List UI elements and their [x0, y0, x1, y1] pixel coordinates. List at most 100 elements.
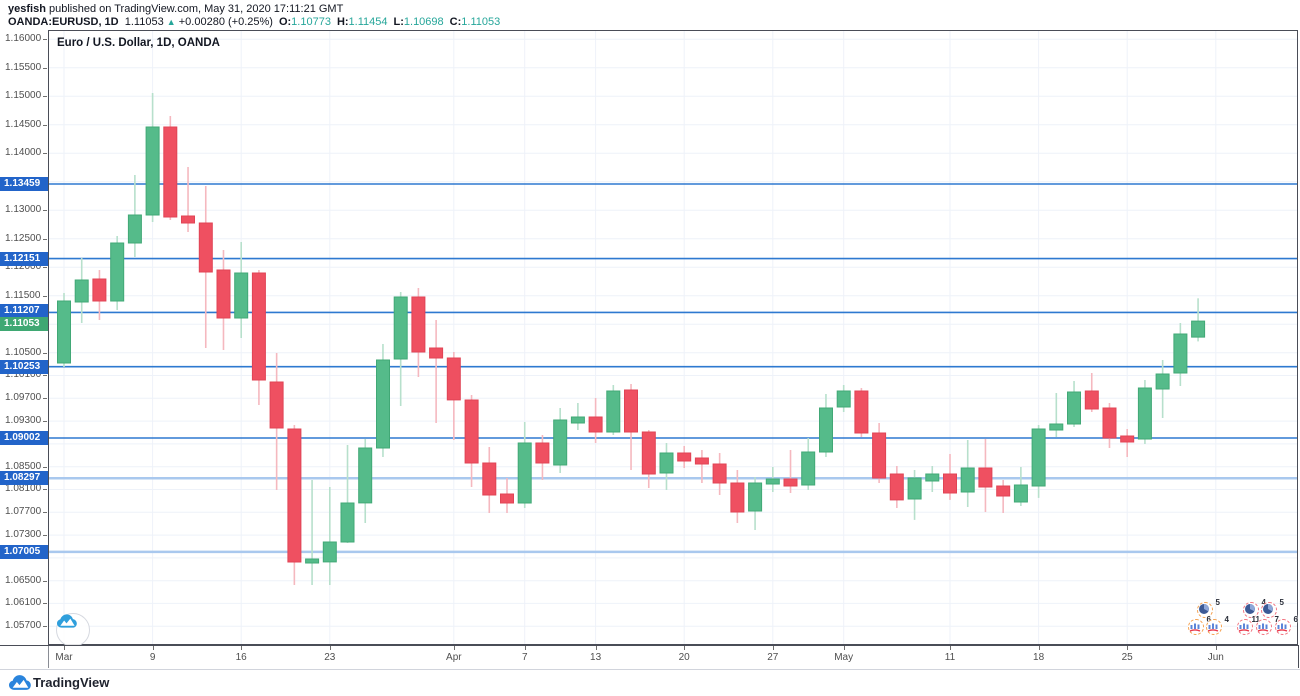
- date-tick-mark: [64, 646, 65, 650]
- date-label: 7: [521, 652, 528, 663]
- reaction-bubble-chart[interactable]: 6: [1188, 615, 1211, 636]
- candle-body: [943, 473, 957, 494]
- candle-body: [624, 389, 638, 433]
- reaction-bubble-chart[interactable]: 4: [1206, 615, 1229, 636]
- current-price-badge: 1.11053: [0, 317, 48, 332]
- footer-brand[interactable]: TradingView: [33, 675, 110, 690]
- candle-body: [181, 215, 195, 224]
- price-tick-label: 1.08500: [5, 460, 42, 472]
- tradingview-cloud-icon: [57, 614, 77, 628]
- price-tick-label: 1.07300: [5, 529, 42, 541]
- candle-body: [872, 432, 887, 479]
- candle-body: [251, 272, 266, 381]
- price-axis[interactable]: 1.16000 1.15500 1.15000 1.14500 1.14000 1.130…: [0, 30, 48, 645]
- date-tick-mark: [241, 646, 243, 650]
- candle-body: [1084, 390, 1099, 410]
- reaction-count: 6: [1293, 615, 1298, 624]
- reaction-bubble-chart[interactable]: 7: [1256, 615, 1279, 636]
- candle-body: [92, 278, 107, 302]
- date-tick-mark: [524, 646, 526, 650]
- price-tick-mark: [43, 535, 47, 536]
- candle-body: [1013, 484, 1028, 503]
- date-tick-mark: [453, 646, 455, 650]
- candle-body: [464, 399, 479, 464]
- ohlc-value: 1.11053: [461, 16, 501, 28]
- candle-body: [907, 477, 922, 500]
- price-tick-label: 1.07700: [5, 506, 42, 518]
- price-tick-label: 1.11500: [5, 289, 41, 301]
- candle-body: [854, 390, 869, 434]
- date-label: Jun: [1207, 652, 1224, 663]
- price-tick-label: 1.13000: [5, 204, 42, 216]
- price-tick-label: 1.12000: [5, 261, 42, 273]
- reaction-bubble-chart[interactable]: 11: [1237, 615, 1260, 636]
- symbol-label: OANDA:EURUSD, 1D: [8, 16, 119, 28]
- date-tick-mark: [1038, 646, 1040, 650]
- chart-plot-area[interactable]: Euro / U.S. Dollar, 1D, OANDA 564451176: [48, 30, 1298, 647]
- candle-body: [1049, 423, 1064, 431]
- price-tick-mark: [43, 375, 47, 376]
- reaction-bubble-chart[interactable]: 6: [1275, 615, 1298, 636]
- price-tick-mark: [43, 398, 47, 399]
- candle-body: [1173, 333, 1188, 374]
- ohlc-value: 1.10698: [403, 16, 444, 28]
- price-tick-label: 1.08100: [5, 483, 42, 495]
- date-label: 27: [767, 652, 779, 663]
- tradingview-watermark: [56, 613, 90, 647]
- candle-body: [376, 359, 390, 449]
- candle-body: [570, 416, 585, 424]
- price-tick-label: 1.05700: [5, 620, 42, 632]
- price-tick-label: 1.14000: [5, 147, 42, 159]
- price-tick-mark: [43, 467, 47, 468]
- date-label: 25: [1121, 652, 1133, 663]
- candle-body: [1191, 320, 1206, 338]
- price-tick-label: 1.06100: [5, 597, 42, 609]
- reaction-bubble-pie[interactable]: 5: [1197, 598, 1220, 619]
- chart-icon: [1188, 619, 1204, 635]
- last-price: 1.11053: [124, 16, 164, 28]
- candle-body: [765, 478, 780, 485]
- price-tick-mark: [43, 125, 47, 126]
- price-tick-mark: [43, 512, 47, 513]
- price-tick-label: 1.10100: [5, 369, 42, 381]
- candle-body: [783, 478, 798, 487]
- price-tick-label: 1.15500: [5, 61, 42, 73]
- date-tick-mark: [1127, 646, 1129, 650]
- candle-body: [819, 407, 833, 453]
- candle-body: [641, 431, 656, 475]
- price-tick-mark: [43, 489, 47, 490]
- price-level-badge: 1.10253: [0, 359, 48, 374]
- axis-corner-divider: [48, 646, 49, 668]
- candle-body: [535, 442, 550, 464]
- price-tick-mark: [43, 603, 47, 604]
- publish-header: yesfish published on TradingView.com, Ma…: [0, 0, 1300, 30]
- date-label: 16: [235, 652, 247, 663]
- candle-body: [801, 451, 816, 486]
- candle-body: [322, 541, 337, 563]
- price-tick-label: 1.15000: [5, 90, 42, 102]
- date-label: May: [834, 652, 854, 663]
- price-level-badge: 1.07005: [0, 544, 48, 559]
- candle-body: [482, 462, 497, 496]
- ohlc-value: 1.10773: [291, 16, 331, 28]
- date-label: Mar: [55, 652, 73, 663]
- price-tick-mark: [43, 267, 47, 268]
- candle-body: [960, 467, 975, 493]
- candle-body: [712, 463, 727, 484]
- candle-body: [996, 485, 1011, 497]
- date-tick-mark: [1215, 646, 1217, 650]
- date-tick-mark: [329, 646, 331, 650]
- reaction-count: 11: [1251, 615, 1260, 624]
- price-tick-mark: [43, 239, 47, 240]
- candlestick-chart[interactable]: [48, 30, 1298, 645]
- author-name: yesfish: [8, 3, 46, 15]
- time-axis[interactable]: Mar 9 16 23 Apr 7 13 20 27 May 11 18 25 Jun: [0, 645, 1299, 668]
- price-tick-label: 1.10500: [5, 346, 42, 358]
- price-level-badge: 1.12151: [0, 251, 48, 266]
- reaction-bubble-pie[interactable]: 5: [1261, 598, 1284, 619]
- chart-icon: [1206, 619, 1222, 635]
- candle-body: [446, 357, 461, 401]
- symbol-ohlc-line: OANDA:EURUSD, 1D 1.11053 ▲ +0.00280 (+0.…: [8, 16, 500, 28]
- candle-body: [127, 214, 142, 244]
- candle-body: [74, 279, 89, 303]
